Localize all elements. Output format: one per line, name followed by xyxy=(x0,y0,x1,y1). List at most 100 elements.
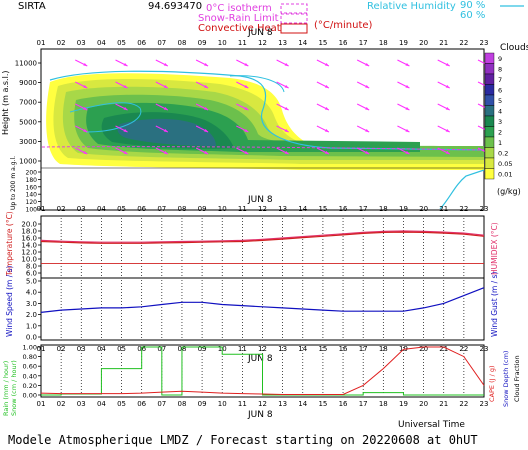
hour-label: 10 xyxy=(218,39,227,47)
hour-label: 04 xyxy=(97,345,106,353)
hour-label: 14 xyxy=(298,205,307,213)
hour-label: 12 xyxy=(258,205,267,213)
low-height-tick-label: 140 xyxy=(26,192,38,199)
wind-arrowhead xyxy=(123,85,128,88)
wind-ylabel: Wind Speed (m / s) xyxy=(5,265,14,337)
low-height-tick-label: 160 xyxy=(26,184,38,191)
hour-label: 01 xyxy=(37,205,46,213)
wind-arrowhead xyxy=(83,151,88,154)
gust-ylabel: Wind Gust (m / s) xyxy=(490,272,499,337)
wind-arrowhead xyxy=(204,129,209,132)
temperature-tick-label: 18.0 xyxy=(21,228,37,236)
hour-label: 19 xyxy=(399,39,408,47)
hour-label: 08 xyxy=(177,400,186,408)
hour-label: 02 xyxy=(57,400,66,408)
colorbar-tick-label: 9 xyxy=(498,55,502,63)
wind-arrowhead xyxy=(405,151,410,154)
wind-arrowhead xyxy=(324,151,329,154)
hour-label: 08 xyxy=(177,39,186,47)
legend-convective-unit: (°C/minute) xyxy=(314,20,373,31)
wind-y-axis: 5.0 4.0 3.0 2.0 1.0 0.0 xyxy=(26,278,41,342)
wind-panel-frame xyxy=(40,277,485,341)
height-tick-label: 3000 xyxy=(19,138,37,146)
wind-arrowhead xyxy=(244,107,249,110)
wind-arrowhead xyxy=(83,63,88,66)
wind-arrowhead xyxy=(405,63,410,66)
hour-label: 13 xyxy=(278,345,287,353)
hour-label: 08 xyxy=(177,205,186,213)
wind-arrowhead xyxy=(445,85,450,88)
cloud-ylabel: Height (m a.s.l.) xyxy=(1,71,10,136)
colorbar-swatch xyxy=(484,94,495,106)
wind-arrowhead xyxy=(445,107,450,110)
legend-isotherm-box xyxy=(280,3,308,14)
legend-rh-label: Relative Humidity xyxy=(367,1,456,12)
wind-arrowhead xyxy=(284,107,289,110)
precip-hour-axis: 01 02 03 04 05 06 07 08 09 10 11 12 13 14 15 16 17 18 19 20… xyxy=(37,400,489,408)
hour-label: 18 xyxy=(379,205,388,213)
hour-label: 13 xyxy=(278,400,287,408)
colorbar-title: Clouds xyxy=(500,43,528,53)
wind-arrowhead xyxy=(163,151,168,154)
wind-arrowhead xyxy=(244,63,249,66)
legend-isotherm-label: 0°C isotherm xyxy=(206,3,272,14)
colorbar-swatch xyxy=(484,115,495,127)
hour-label: 07 xyxy=(157,39,166,47)
colorbar-swatch xyxy=(484,105,495,117)
hour-label: 21 xyxy=(439,39,448,47)
colorbar-tick-label: 4 xyxy=(498,107,502,115)
hour-label: 23 xyxy=(480,39,489,47)
hour-label: 10 xyxy=(218,205,227,213)
hour-label: 01 xyxy=(37,39,46,47)
wind-arrowhead xyxy=(244,129,249,132)
precip-tick-label: 1.00 xyxy=(23,344,37,352)
wind-arrowhead xyxy=(204,63,209,66)
hour-label: 22 xyxy=(459,400,468,408)
colorbar-tick-label: 8 xyxy=(498,65,502,73)
hour-label: 05 xyxy=(117,345,126,353)
cape-ylabel: CAPE (J / g) xyxy=(488,365,496,402)
hour-label: 10 xyxy=(218,400,227,408)
hour-label: 15 xyxy=(318,39,327,47)
rh-contour xyxy=(69,102,142,133)
hour-label: 05 xyxy=(117,39,126,47)
hour-label: 15 xyxy=(318,205,327,213)
wind-arrowhead xyxy=(123,107,128,110)
rh-contour xyxy=(439,169,485,210)
wind-speed-series xyxy=(40,287,485,313)
low-height-tick-label: 180 xyxy=(26,177,38,184)
wind-tick-label: 3.0 xyxy=(26,300,37,308)
wind-arrowhead xyxy=(365,107,370,110)
hour-label: 20 xyxy=(419,205,428,213)
wind-arrowhead xyxy=(284,85,289,88)
hour-label: 17 xyxy=(359,400,368,408)
temperature-series xyxy=(40,231,485,244)
wind-arrowhead xyxy=(163,129,168,132)
temperature-hour-gridlines xyxy=(60,218,465,276)
rain-series xyxy=(41,346,484,396)
colorbar-swatch xyxy=(484,84,495,96)
hour-label: 06 xyxy=(137,205,146,213)
wind-tick-label: 0.0 xyxy=(26,334,37,342)
colorbar-swatch xyxy=(484,126,495,138)
rh-contour xyxy=(49,70,485,151)
hour-label: 20 xyxy=(419,39,428,47)
low-height-tick-label: 100 xyxy=(26,207,38,214)
wind-arrowhead xyxy=(324,85,329,88)
wind-arrowhead xyxy=(244,85,249,88)
cloudfraction-ylabel: Cloud Fraction xyxy=(513,355,521,402)
temperature-ylabel: Temperature (°C) xyxy=(5,211,14,277)
hour-label: 19 xyxy=(399,400,408,408)
humidex-ylabel: HUMIDEX (°C) xyxy=(490,222,499,275)
wind-arrowhead xyxy=(445,63,450,66)
precip-date-label: JUN 8 xyxy=(247,354,273,364)
hour-label: 15 xyxy=(318,345,327,353)
hour-label: 20 xyxy=(419,400,428,408)
colorbar-tick-label: 0.2 xyxy=(498,149,508,157)
hour-label: 11 xyxy=(238,39,247,47)
hour-label: 14 xyxy=(298,345,307,353)
hour-label: 01 xyxy=(37,345,46,353)
hour-label: 16 xyxy=(339,39,348,47)
temperature-panel-frame xyxy=(40,215,485,279)
wind-tick-label: 1.0 xyxy=(26,322,37,330)
